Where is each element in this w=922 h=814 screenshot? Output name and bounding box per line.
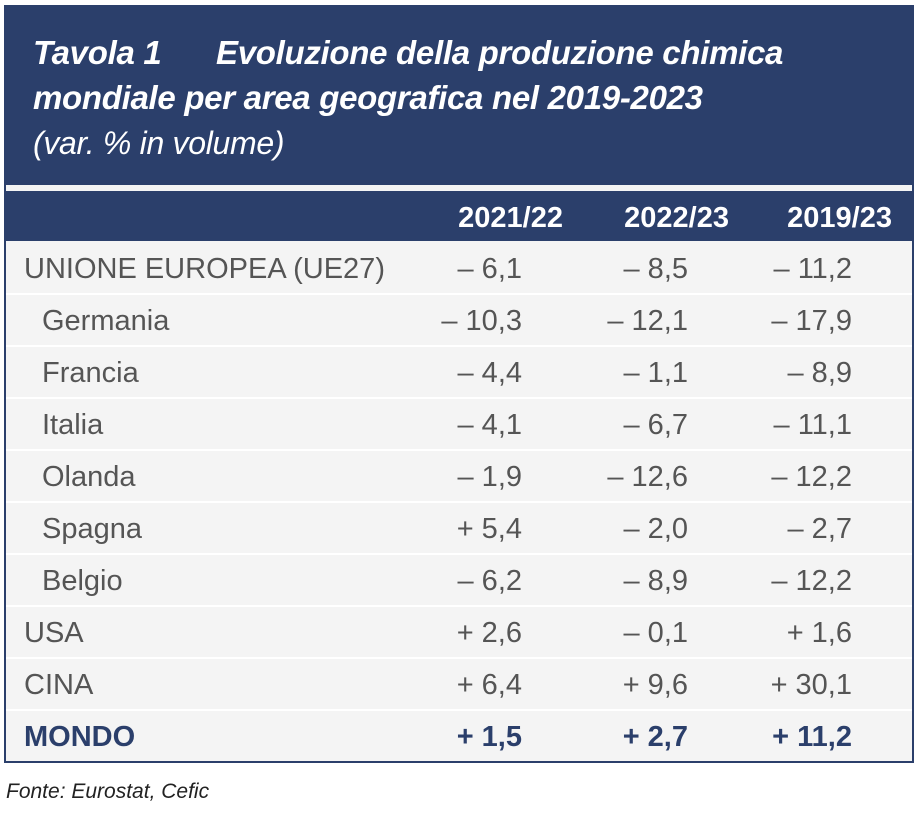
column-header-2019-23: 2019/23 bbox=[787, 202, 892, 234]
cell-value: – 12,1 bbox=[607, 305, 688, 337]
table-number: Tavola 1 bbox=[33, 34, 162, 71]
cell-value: + 1,6 bbox=[786, 617, 852, 649]
table-row: UNIONE EUROPEA (UE27) – 6,1 – 8,5 – 11,2 bbox=[6, 243, 912, 295]
cell-value: – 11,2 bbox=[773, 253, 852, 285]
cell-value: – 10,3 bbox=[441, 305, 522, 337]
row-label: UNIONE EUROPEA (UE27) bbox=[24, 253, 385, 285]
table-row: CINA + 6,4 + 9,6 + 30,1 bbox=[6, 659, 912, 711]
row-label: CINA bbox=[24, 669, 94, 701]
cell-value: – 6,1 bbox=[457, 253, 523, 285]
cell-value: – 12,6 bbox=[607, 461, 688, 493]
cell-value: + 30,1 bbox=[770, 669, 852, 701]
cell-value: – 12,2 bbox=[771, 565, 852, 597]
row-label: Spagna bbox=[42, 513, 142, 545]
row-label: USA bbox=[24, 617, 84, 649]
row-label: Italia bbox=[42, 409, 104, 441]
cell-value: + 2,6 bbox=[456, 617, 522, 649]
cell-value: – 8,5 bbox=[623, 253, 689, 285]
title-line-2: mondiale per area geografica nel 2019-20… bbox=[33, 79, 703, 116]
row-label: Belgio bbox=[42, 565, 123, 597]
total-value: + 2,7 bbox=[622, 721, 688, 753]
total-value: + 1,5 bbox=[456, 721, 522, 753]
cell-value: – 4,1 bbox=[457, 409, 523, 441]
table-row: Belgio – 6,2 – 8,9 – 12,2 bbox=[6, 555, 912, 607]
title-box: Tavola 1 Evoluzione della produzione chim… bbox=[6, 7, 912, 185]
row-label: Germania bbox=[42, 305, 170, 337]
cell-value: + 9,6 bbox=[622, 669, 688, 701]
table-title: Tavola 1 Evoluzione della produzione chim… bbox=[33, 34, 783, 72]
cell-value: – 12,2 bbox=[771, 461, 852, 493]
table-row: Spagna + 5,4 – 2,0 – 2,7 bbox=[6, 503, 912, 555]
table-subtitle: (var. % in volume) bbox=[33, 125, 285, 161]
cell-value: – 0,1 bbox=[623, 617, 689, 649]
table-row: Francia – 4,4 – 1,1 – 8,9 bbox=[6, 347, 912, 399]
cell-value: – 6,2 bbox=[457, 565, 523, 597]
cell-value: – 8,9 bbox=[787, 357, 853, 389]
cell-value: – 6,7 bbox=[623, 409, 689, 441]
cell-value: – 17,9 bbox=[771, 305, 852, 337]
table-row: Olanda – 1,9 – 12,6 – 12,2 bbox=[6, 451, 912, 503]
column-header-row: 2021/22 2022/23 2019/23 bbox=[6, 191, 912, 241]
row-label: Olanda bbox=[42, 461, 136, 493]
table-frame: Tavola 1 Evoluzione della produzione chim… bbox=[4, 5, 914, 763]
cell-value: – 4,4 bbox=[457, 357, 523, 389]
source-note: Fonte: Eurostat, Cefic bbox=[6, 780, 210, 803]
column-header-2022-23: 2022/23 bbox=[624, 202, 729, 234]
table-row-total: MONDO + 1,5 + 2,7 + 11,2 bbox=[6, 711, 912, 761]
cell-value: – 2,0 bbox=[623, 513, 689, 545]
row-label-total: MONDO bbox=[24, 721, 136, 753]
cell-value: + 5,4 bbox=[456, 513, 522, 545]
cell-value: – 1,1 bbox=[623, 357, 689, 389]
cell-value: – 8,9 bbox=[623, 565, 689, 597]
table-row: USA + 2,6 – 0,1 + 1,6 bbox=[6, 607, 912, 659]
cell-value: – 2,7 bbox=[787, 513, 853, 545]
total-value: + 11,2 bbox=[772, 721, 852, 753]
column-header-2021-22: 2021/22 bbox=[458, 202, 563, 234]
cell-value: + 6,4 bbox=[456, 669, 522, 701]
table-row: Germania – 10,3 – 12,1 – 17,9 bbox=[6, 295, 912, 347]
cell-value: – 11,1 bbox=[773, 409, 852, 441]
cell-value: – 1,9 bbox=[457, 461, 523, 493]
title-line-1: Evoluzione della produzione chimica bbox=[216, 34, 784, 71]
table-row: Italia – 4,1 – 6,7 – 11,1 bbox=[6, 399, 912, 451]
row-label: Francia bbox=[42, 357, 139, 389]
